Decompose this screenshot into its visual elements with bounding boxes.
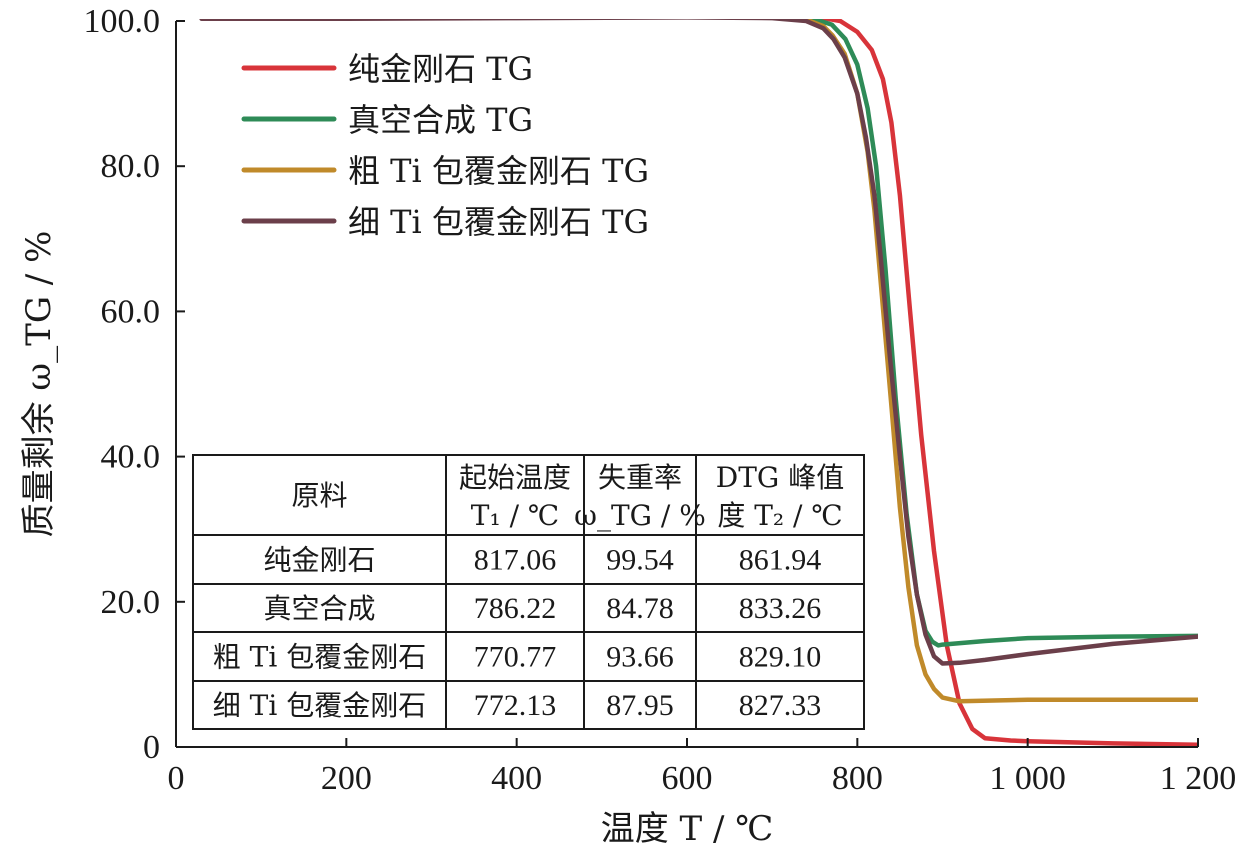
table-cell: 827.33 (739, 689, 822, 722)
table-header-line2: T₁ / ℃ (471, 499, 559, 532)
data-table: 原料 起始温度 T₁ / ℃ 失重率 ω_TG / % DTG 峰值度 T₂ / ℃ 纯金刚… (192, 454, 865, 730)
table-cell: 833.26 (739, 592, 822, 625)
legend-label-4: 细 Ti 包覆金刚石 TG (348, 203, 649, 241)
table-cell: 817.06 (474, 544, 557, 577)
legend: 纯金刚石 TG 真空合成 TG 粗 Ti 包覆金刚石 TG 细 Ti 包覆金刚石 TG (241, 50, 649, 241)
table-header-line1: 失重率 (598, 461, 682, 494)
table-cell: 829.10 (739, 641, 822, 674)
table-header-line1: 起始温度 (459, 461, 571, 494)
x-tick-label: 400 (491, 760, 542, 797)
table-cell: 纯金刚石 (263, 544, 375, 577)
table-cell: 84.78 (606, 592, 674, 625)
axes: 0 200 400 600 800 1 000 1 200 0 20.0 40.0 60.0 80.0… (84, 3, 1237, 797)
table-cell: 93.66 (606, 641, 674, 674)
y-tick-label: 0 (143, 729, 160, 766)
legend-label-3: 粗 Ti 包覆金刚石 TG (348, 152, 649, 190)
table-cell: 细 Ti 包覆金刚石 (213, 689, 426, 722)
series-line-1 (200, 19, 1198, 747)
table-cell: 770.77 (474, 641, 557, 674)
table-cell: 粗 Ti 包覆金刚石 (213, 641, 426, 674)
table-header-line2: 度 T₂ / ℃ (717, 499, 842, 532)
table-cell: 99.54 (606, 544, 674, 577)
table-cell: 786.22 (474, 592, 557, 625)
table-cell: 87.95 (606, 689, 674, 722)
table-cell: 861.94 (739, 544, 822, 577)
series-layer (199, 19, 1198, 747)
x-tick-label: 600 (662, 760, 713, 797)
x-axis-title: 温度 T / ℃ (601, 809, 774, 849)
y-tick-label: 80.0 (101, 148, 161, 185)
table-frame (192, 454, 865, 730)
legend-label-2: 真空合成 TG (348, 101, 533, 139)
y-tick-label: 100.0 (84, 3, 161, 40)
x-tick-label: 200 (321, 760, 372, 797)
table-header-line1: 原料 (291, 479, 347, 512)
table-cell: 772.13 (474, 689, 557, 722)
x-tick-label: 800 (832, 760, 883, 797)
y-tick-label: 60.0 (101, 293, 161, 330)
y-tick-label: 20.0 (101, 584, 161, 621)
table-header-line1: DTG 峰值 (716, 461, 844, 494)
y-axis-title: 质量剩余 ω_TG / % (19, 231, 59, 538)
series-line-4 (199, 19, 1198, 666)
x-tick-label: 0 (168, 760, 185, 797)
table-header-line2: ω_TG / % (574, 499, 706, 532)
legend-label-1: 纯金刚石 TG (348, 50, 533, 88)
x-tick-label: 1 200 (1160, 760, 1237, 797)
series-line-2 (199, 19, 1198, 648)
y-tick-label: 40.0 (101, 439, 161, 476)
x-tick-label: 1 000 (989, 760, 1066, 797)
axis-titles: 温度 T / ℃ 质量剩余 ω_TG / % (19, 231, 773, 849)
table-cell: 真空合成 (263, 592, 375, 625)
